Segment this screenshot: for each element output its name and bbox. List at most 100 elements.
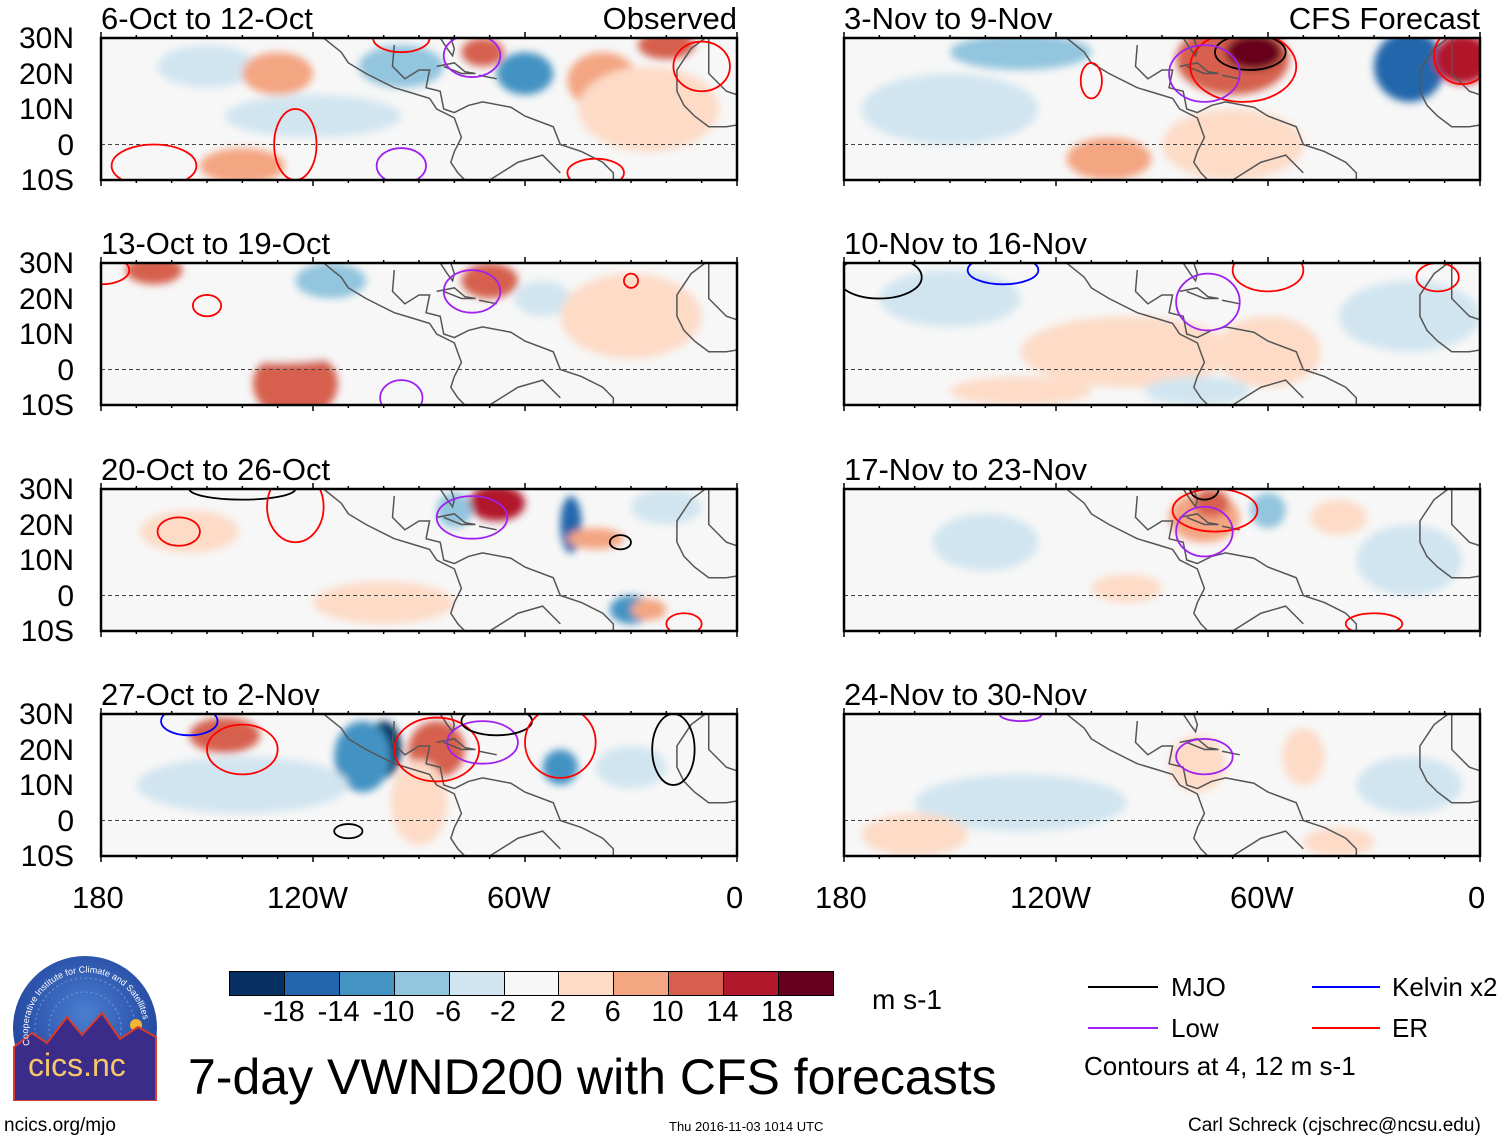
wind-anomaly-shading [950, 38, 1092, 70]
coastline [1419, 489, 1480, 579]
coastline [1232, 605, 1304, 631]
footer-timestamp: Thu 2016-11-03 1014 UTC [669, 1119, 824, 1134]
colorbar-swatch [339, 972, 395, 995]
wind-anomaly-shading [879, 270, 1021, 327]
wind-anomaly-shading [1374, 38, 1445, 102]
colorbar-label: -2 [490, 996, 516, 1028]
panel-title: 3-Nov to 9-Nov [844, 1, 1053, 36]
lat-tick-label: 0 [57, 128, 74, 162]
panel-title: 10-Nov to 16-Nov [844, 226, 1087, 261]
wind-anomaly-shading [136, 756, 349, 814]
wind-anomaly-shading [295, 263, 366, 299]
wind-anomaly-shading [1338, 280, 1480, 352]
wave-contour [101, 263, 131, 286]
coastline [1182, 263, 1199, 283]
wind-anomaly-shading [1282, 728, 1325, 785]
wave-contour [1231, 263, 1305, 293]
colorbar-swatch [669, 972, 725, 995]
wind-anomaly-shading [242, 52, 313, 95]
wave-contour [160, 714, 219, 737]
wave-contour [156, 516, 201, 547]
lon-tick-left-120w: 120W [267, 880, 348, 915]
lat-tick-label: 30N [18, 698, 74, 731]
cics-logo: Cooperative Institute for Climate and Sa… [12, 955, 158, 1102]
colorbar-units: m s-1 [872, 984, 942, 1015]
coastline [323, 714, 466, 856]
wind-anomaly-shading [631, 599, 667, 621]
wind-anomaly-shading [313, 581, 455, 624]
panel-title: 17-Nov to 23-Nov [844, 452, 1087, 487]
lat-tick-label: 10S [20, 840, 74, 873]
coastline [436, 513, 476, 526]
panel-title: 6-Oct to 12-Oct [101, 1, 313, 36]
wind-anomaly-shading [1144, 376, 1251, 405]
wave-contour [1079, 61, 1103, 100]
lat-tick-label: 10N [18, 769, 74, 802]
wind-anomaly-shading [139, 510, 239, 553]
coastline [1450, 489, 1480, 547]
lat-tick-label: 0 [57, 579, 74, 613]
wave-contour [1415, 263, 1460, 293]
lon-tick-left-60w: 60W [487, 880, 551, 915]
lat-tick-label: 10N [18, 318, 74, 351]
wave-contour [393, 716, 480, 783]
wave-contour [998, 714, 1043, 722]
map-panel [842, 708, 1482, 862]
lat-tick-label: 30N [18, 22, 74, 55]
wind-anomaly-shading [1250, 492, 1286, 529]
coastline [1066, 263, 1209, 405]
wave-contour [665, 612, 703, 631]
figure-title: 7-day VWND200 with CFS forecasts [188, 1049, 997, 1105]
wind-anomaly-shading [1434, 38, 1480, 85]
wind-anomaly-shading [932, 513, 1039, 571]
wave-contour [191, 294, 223, 318]
lat-tick-label: 10S [20, 615, 74, 648]
lat-tick-label: 10N [18, 544, 74, 577]
wind-anomaly-shading [461, 263, 518, 299]
colorbar-swatch [449, 972, 505, 995]
coastline [676, 263, 737, 353]
lon-tick-left-0: 0 [726, 880, 744, 915]
wave-contour [966, 263, 1040, 286]
wave-contour [442, 269, 502, 314]
wind-anomaly-shading [390, 760, 448, 846]
coastline [707, 714, 737, 772]
wave-contour [1168, 44, 1241, 103]
lat-tick-label: 0 [57, 804, 74, 838]
colorbar-swatch [230, 972, 285, 995]
wind-anomaly-shading [125, 263, 183, 285]
colorbar-swatch [394, 972, 450, 995]
wave-contour [1175, 505, 1234, 558]
wave-contour [524, 714, 597, 779]
wave-contour [566, 157, 625, 180]
footer-url[interactable]: ncics.org/mjo [4, 1115, 116, 1136]
coastline [1232, 154, 1304, 180]
wave-contour [375, 147, 427, 180]
lat-tick-label: 10S [20, 164, 74, 197]
coastline [1066, 489, 1209, 631]
coastline [439, 38, 456, 58]
lat-tick-label: 0 [57, 353, 74, 387]
logo-text: cics.nc [28, 1047, 126, 1083]
panel-title: 27-Oct to 2-Nov [101, 677, 320, 712]
lat-tick-label: 30N [18, 473, 74, 506]
colorbar-label: 14 [706, 996, 739, 1028]
coastline [323, 489, 466, 631]
wind-anomaly-shading [1356, 756, 1463, 814]
wind-anomaly-shading [578, 66, 720, 152]
lat-tick-label: 20N [18, 733, 74, 767]
wave-contour [672, 40, 731, 93]
wave-contour [844, 263, 923, 300]
wave-contour [1171, 489, 1259, 533]
wind-anomaly-shading [914, 774, 1127, 832]
colorbar-swatch [504, 972, 560, 995]
map-panel [99, 32, 739, 186]
map-panel [842, 32, 1482, 186]
panel-title: 24-Nov to 30-Nov [844, 677, 1087, 712]
coastline [1232, 379, 1304, 405]
coastline [1221, 74, 1240, 80]
wave-contour [188, 489, 297, 501]
coastline [1134, 45, 1358, 180]
coastline [1419, 714, 1480, 804]
lat-tick-label: 10N [18, 93, 74, 126]
